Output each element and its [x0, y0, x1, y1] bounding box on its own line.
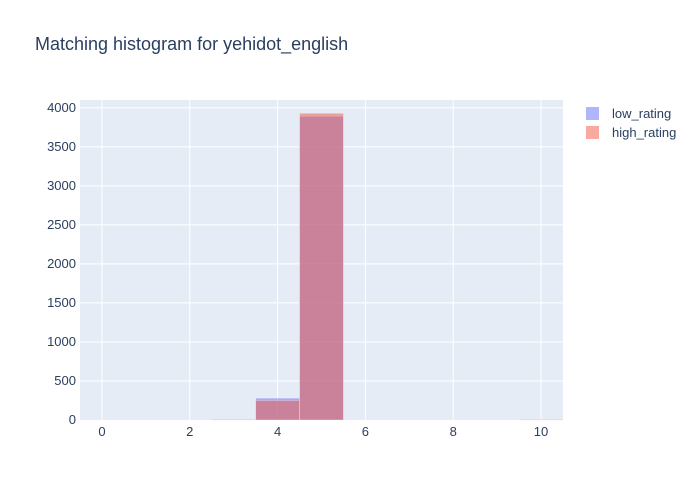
x-tick-label: 2: [186, 424, 193, 439]
y-tick-label: 2000: [47, 256, 76, 271]
y-tick-label: 3500: [47, 139, 76, 154]
x-tick-label: 0: [98, 424, 105, 439]
legend-label-low_rating[interactable]: low_rating: [612, 106, 671, 121]
bar-high_rating-10[interactable]: [518, 419, 564, 421]
y-tick-label: 2500: [47, 217, 76, 232]
legend-label-high_rating[interactable]: high_rating: [612, 125, 676, 140]
bar-high_rating-4[interactable]: [255, 400, 300, 421]
x-tick-label: 8: [450, 424, 457, 439]
y-tick-label: 500: [54, 373, 76, 388]
y-axis-ticks: 0 500 1000 1500 2000 2500 3000 3500 4000: [47, 100, 76, 427]
chart-title: Matching histogram for yehidot_english: [35, 34, 348, 55]
y-tick-label: 1500: [47, 295, 76, 310]
bar-high_rating-3[interactable]: [211, 419, 256, 421]
bars-group: [211, 113, 564, 421]
y-tick-label: 4000: [47, 100, 76, 115]
bar-high_rating-5[interactable]: [299, 113, 344, 421]
x-axis-ticks: 0 2 4 6 8 10: [98, 424, 548, 439]
y-tick-label: 3000: [47, 178, 76, 193]
legend-swatch-low_rating[interactable]: [586, 107, 599, 120]
x-tick-label: 6: [362, 424, 369, 439]
x-tick-label: 10: [534, 424, 548, 439]
y-tick-label: 1000: [47, 334, 76, 349]
legend: low_rating high_rating: [586, 106, 676, 140]
y-tick-label: 0: [69, 412, 76, 427]
legend-swatch-high_rating[interactable]: [586, 126, 599, 139]
x-tick-label: 4: [274, 424, 281, 439]
